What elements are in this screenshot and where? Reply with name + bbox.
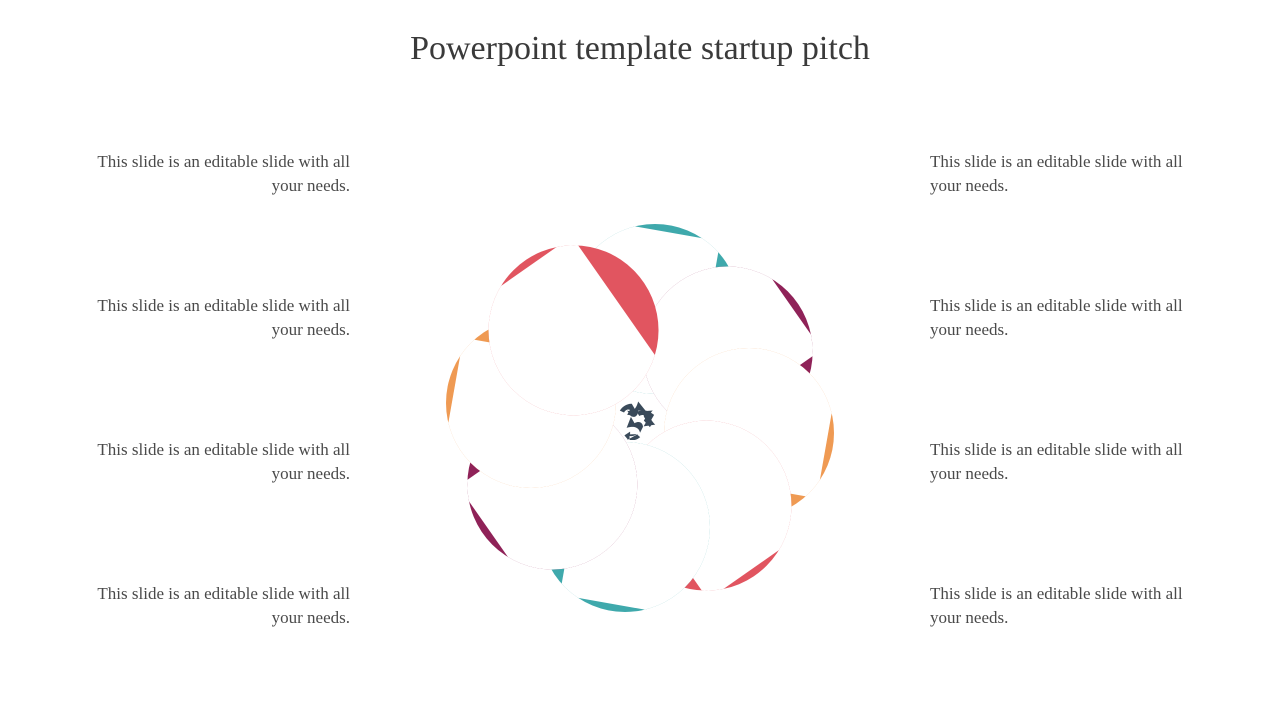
side-text: This slide is an editable slide with all… — [930, 150, 1210, 198]
petal-label: Option — [724, 374, 774, 400]
side-text: This slide is an editable slide with all… — [70, 150, 350, 198]
petal-label: Option — [670, 297, 720, 339]
side-text: This slide is an editable slide with all… — [930, 294, 1210, 342]
petal-label: Option — [506, 436, 556, 462]
petal-label: Option — [718, 448, 760, 498]
side-text: This slide is an editable slide with all… — [70, 294, 350, 342]
right-text-column: This slide is an editable slide with all… — [930, 150, 1210, 630]
side-text: This slide is an editable slide with all… — [70, 438, 350, 486]
petal-label: Option — [520, 338, 562, 388]
side-text: This slide is an editable slide with all… — [70, 582, 350, 630]
petal-label: Option — [658, 501, 684, 551]
slide-title: Powerpoint template startup pitch — [0, 30, 1280, 68]
side-text: This slide is an editable slide with all… — [930, 582, 1210, 630]
side-text: This slide is an editable slide with all… — [930, 438, 1210, 486]
left-text-column: This slide is an editable slide with all… — [70, 150, 350, 630]
petal-label: Option — [560, 495, 610, 537]
pinwheel-diagram: Option Option Option Option Option Option Opti… — [420, 198, 860, 638]
